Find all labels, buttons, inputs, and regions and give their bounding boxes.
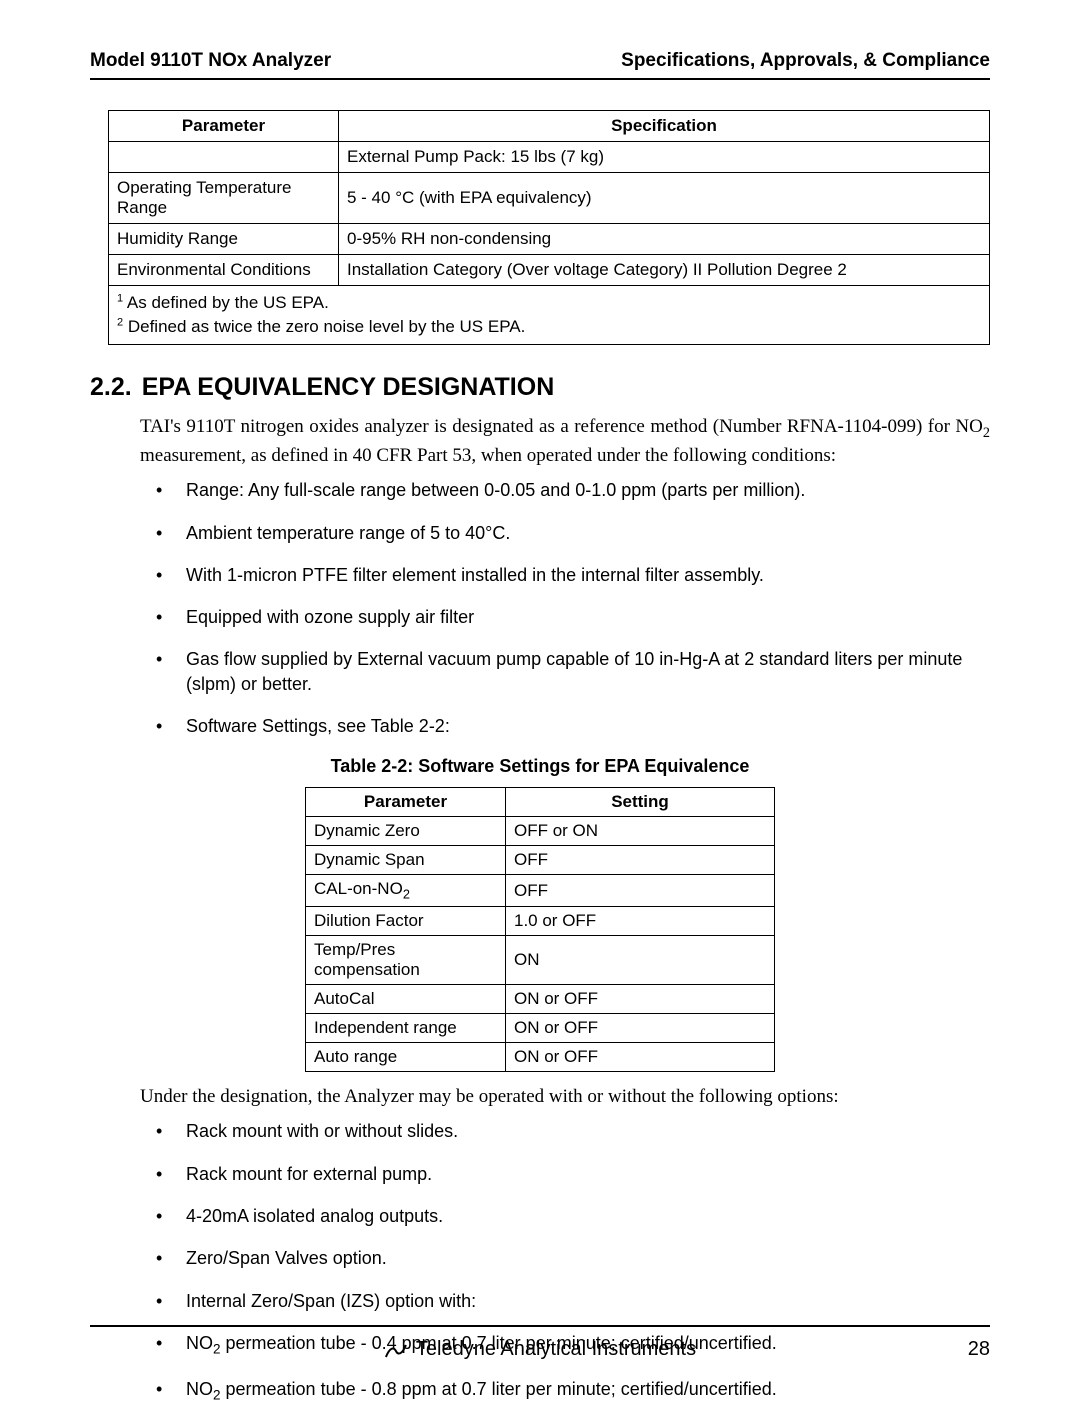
document-page: Model 9110T NOx Analyzer Specifications,… [0,0,1080,1397]
table-cell: AutoCal [306,984,506,1013]
cell-text: CAL-on-NO [314,879,403,898]
intro-text-a: TAI's 9110T nitrogen oxides analyzer is … [140,416,983,437]
list-item: Ambient temperature range of 5 to 40°C. [150,521,990,545]
table-cell [109,142,339,173]
specifications-table: Parameter Specification External Pump Pa… [108,110,990,345]
table-cell: Humidity Range [109,224,339,255]
list-item: Software Settings, see Table 2-2: [150,714,990,738]
table-row: Operating Temperature Range 5 - 40 °C (w… [109,173,990,224]
list-item: Range: Any full-scale range between 0-0.… [150,478,990,502]
options-list: Rack mount with or without slides. Rack … [150,1119,990,1404]
item-suffix: permeation tube - 0.8 ppm at 0.7 liter p… [221,1379,777,1399]
table-cell: Dynamic Span [306,846,506,875]
table-cell: ON [506,935,775,984]
footer-company-text: Teledyne Analytical Instruments [416,1338,696,1361]
footer-company: Teledyne Analytical Instruments [384,1338,696,1361]
list-item: Gas flow supplied by External vacuum pum… [150,647,990,696]
table-row: Independent range ON or OFF [306,1013,775,1042]
table-footnote-row: 1 As defined by the US EPA. 2 Defined as… [109,286,990,345]
list-item: 4-20mA isolated analog outputs. [150,1204,990,1228]
page-header: Model 9110T NOx Analyzer Specifications,… [90,50,990,72]
table-cell: Temp/Pres compensation [306,935,506,984]
table-cell: 5 - 40 °C (with EPA equivalency) [339,173,990,224]
table-row: Dynamic Zero OFF or ON [306,817,775,846]
table-cell: Auto range [306,1042,506,1071]
footnote-text-1: As defined by the US EPA. [123,293,329,312]
list-item: Rack mount with or without slides. [150,1119,990,1143]
table-row: Dynamic Span OFF [306,846,775,875]
table-cell: Dilution Factor [306,906,506,935]
list-item: With 1-micron PTFE filter element instal… [150,563,990,587]
footnote-text-2: Defined as twice the zero noise level by… [123,317,525,336]
options-intro: Under the designation, the Analyzer may … [140,1084,990,1110]
table-caption: Table 2-2: Software Settings for EPA Equ… [90,756,990,777]
header-left: Model 9110T NOx Analyzer [90,50,331,72]
table-row: AutoCal ON or OFF [306,984,775,1013]
section-heading: 2.2. EPA EQUIVALENCY DESIGNATION [90,373,990,402]
header-divider [90,78,990,80]
table-cell: OFF [506,875,775,906]
table-row: Temp/Pres compensation ON [306,935,775,984]
header-right: Specifications, Approvals, & Compliance [621,50,990,72]
table-cell: Independent range [306,1013,506,1042]
spec-header-specification: Specification [339,111,990,142]
list-item: Internal Zero/Span (IZS) option with: [150,1289,990,1313]
section-intro: TAI's 9110T nitrogen oxides analyzer is … [140,414,990,469]
table-row: Humidity Range 0-95% RH non-condensing [109,224,990,255]
table-row: Environmental Conditions Installation Ca… [109,255,990,286]
table-cell: CAL-on-NO2 [306,875,506,906]
settings-header-param: Parameter [306,788,506,817]
table-cell: 1.0 or OFF [506,906,775,935]
table-row: Auto range ON or OFF [306,1042,775,1071]
footer-divider [90,1325,990,1327]
table-row: Dilution Factor 1.0 or OFF [306,906,775,935]
table-cell: Environmental Conditions [109,255,339,286]
table-cell: Dynamic Zero [306,817,506,846]
table-cell: ON or OFF [506,1013,775,1042]
software-settings-table: Parameter Setting Dynamic Zero OFF or ON… [305,787,775,1071]
spec-header-parameter: Parameter [109,111,339,142]
company-logo-icon [384,1341,408,1359]
footnotes-cell: 1 As defined by the US EPA. 2 Defined as… [109,286,990,345]
table-cell: ON or OFF [506,984,775,1013]
table-cell: 0-95% RH non-condensing [339,224,990,255]
subscript-2: 2 [983,424,990,440]
list-item: NO2 permeation tube - 0.8 ppm at 0.7 lit… [150,1377,990,1404]
settings-header-setting: Setting [506,788,775,817]
table-cell: Installation Category (Over voltage Cate… [339,255,990,286]
page-footer: Teledyne Analytical Instruments 28 [90,1338,990,1361]
list-item: Rack mount for external pump. [150,1162,990,1186]
table-cell: ON or OFF [506,1042,775,1071]
subscript-2: 2 [403,887,410,902]
item-prefix: NO [186,1379,213,1399]
table-row: CAL-on-NO2 OFF [306,875,775,906]
section-title-text: EPA EQUIVALENCY DESIGNATION [142,373,555,401]
page-number: 28 [968,1338,990,1361]
list-item: Equipped with ozone supply air filter [150,605,990,629]
intro-text-b: measurement, as defined in 40 CFR Part 5… [140,445,836,466]
table-row: External Pump Pack: 15 lbs (7 kg) [109,142,990,173]
section-number: 2.2. [90,373,132,401]
table-cell: OFF [506,846,775,875]
table-cell: Operating Temperature Range [109,173,339,224]
subscript-2: 2 [213,1387,221,1402]
table-cell: OFF or ON [506,817,775,846]
conditions-list: Range: Any full-scale range between 0-0.… [150,478,990,738]
list-item: Zero/Span Valves option. [150,1246,990,1270]
table-cell: External Pump Pack: 15 lbs (7 kg) [339,142,990,173]
